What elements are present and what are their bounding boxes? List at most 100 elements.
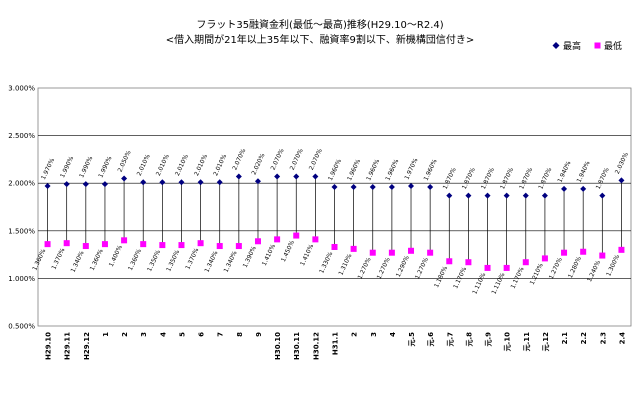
max-point xyxy=(312,173,319,180)
legend-label-max: 最高 xyxy=(563,40,581,52)
x-tick-label: 5 xyxy=(178,332,186,337)
x-tick-label: 元.7 xyxy=(446,332,454,347)
min-point xyxy=(484,264,491,271)
chart-title: フラット35融資金利(最低～最高)推移(H29.10～R2.4) xyxy=(196,18,443,31)
max-point xyxy=(427,184,434,191)
max-point xyxy=(561,185,568,192)
max-point xyxy=(580,185,587,192)
x-tick-label: 2 xyxy=(351,332,359,337)
min-point xyxy=(618,246,625,253)
max-point xyxy=(388,184,395,191)
y-tick-label: 2.000% xyxy=(8,180,35,188)
min-point xyxy=(63,240,70,247)
max-point xyxy=(159,179,166,186)
x-tick-label: 3 xyxy=(140,332,148,337)
min-point xyxy=(599,252,606,259)
min-point xyxy=(331,243,338,250)
x-tick-label: H30.11 xyxy=(293,332,301,360)
max-point xyxy=(541,192,548,199)
max-point xyxy=(599,192,606,199)
max-point xyxy=(44,183,51,190)
y-tick-label: 0.500% xyxy=(8,323,35,331)
max-point xyxy=(465,192,472,199)
max-point xyxy=(82,181,89,188)
min-point xyxy=(369,249,376,256)
max-point xyxy=(178,179,185,186)
range-lines xyxy=(47,176,622,268)
x-axis: H29.10 H29.11 H29.12 1 2 3 4 5 6 7 8 9 H30.10 H30.11 H… xyxy=(45,332,627,360)
min-point xyxy=(159,242,166,249)
max-point xyxy=(484,192,491,199)
max-point xyxy=(63,181,70,188)
x-tick-label: 元.9 xyxy=(485,332,493,347)
min-point xyxy=(235,243,242,250)
min-point xyxy=(274,236,281,243)
x-tick-label: 元.10 xyxy=(504,332,512,352)
x-tick-label: 1 xyxy=(102,332,110,337)
x-tick-label: 9 xyxy=(255,332,263,337)
max-point xyxy=(522,192,529,199)
x-tick-label: H29.12 xyxy=(83,332,91,360)
legend: 最高 最低 xyxy=(552,40,622,52)
x-tick-label: 元.6 xyxy=(427,332,435,347)
max-point xyxy=(350,184,357,191)
max-point xyxy=(216,179,223,186)
min-point xyxy=(408,247,415,254)
min-point xyxy=(140,241,147,248)
min-point xyxy=(446,258,453,265)
max-point xyxy=(408,183,415,190)
min-point xyxy=(216,243,223,250)
x-tick-label: 2.4 xyxy=(618,332,626,345)
max-point xyxy=(235,173,242,180)
min-point xyxy=(503,264,510,271)
max-point xyxy=(331,184,338,191)
data-markers xyxy=(44,173,625,271)
x-tick-label: 6 xyxy=(198,332,206,337)
min-point xyxy=(197,240,204,247)
x-tick-label: H29.10 xyxy=(45,332,53,360)
min-point xyxy=(465,259,472,266)
max-point xyxy=(369,184,376,191)
x-tick-label: 4 xyxy=(389,332,397,337)
y-axis: 0.500% 1.000% 1.500% 2.000% 2.500% 3.000% xyxy=(8,85,35,331)
min-point xyxy=(101,241,108,248)
min-point xyxy=(350,245,357,252)
max-point xyxy=(254,178,261,185)
x-tick-label: 2.1 xyxy=(561,332,569,345)
max-point xyxy=(618,177,625,184)
min-point xyxy=(388,249,395,256)
x-tick-label: 元.8 xyxy=(465,332,473,347)
max-point xyxy=(446,192,453,199)
y-tick-label: 1.000% xyxy=(8,275,35,283)
legend-marker-min xyxy=(594,42,601,49)
x-tick-label: 8 xyxy=(236,332,244,337)
min-point xyxy=(121,237,128,244)
min-point xyxy=(427,249,434,256)
x-tick-label: H30.12 xyxy=(312,332,320,360)
min-point xyxy=(312,236,319,243)
x-tick-label: 7 xyxy=(217,332,225,337)
min-point xyxy=(293,232,300,239)
y-tick-label: 1.500% xyxy=(8,227,35,235)
max-point xyxy=(293,173,300,180)
y-tick-label: 2.500% xyxy=(8,132,35,140)
max-point xyxy=(140,179,147,186)
x-tick-label: H29.11 xyxy=(64,332,72,360)
min-point xyxy=(541,255,548,262)
min-point xyxy=(44,241,51,248)
x-tick-label: 元.12 xyxy=(542,332,550,352)
max-point xyxy=(101,181,108,188)
x-tick-label: H30.10 xyxy=(274,332,282,360)
x-tick-label: 3 xyxy=(370,332,378,337)
legend-label-min: 最低 xyxy=(604,40,622,52)
y-tick-label: 3.000% xyxy=(8,85,35,93)
min-point xyxy=(178,242,185,249)
x-tick-label: 4 xyxy=(159,332,167,337)
min-point xyxy=(82,243,89,250)
x-tick-label: 2.2 xyxy=(580,332,588,345)
legend-marker-max xyxy=(552,42,560,49)
max-point xyxy=(503,192,510,199)
min-point xyxy=(580,248,587,255)
x-tick-label: 2.3 xyxy=(599,332,607,345)
